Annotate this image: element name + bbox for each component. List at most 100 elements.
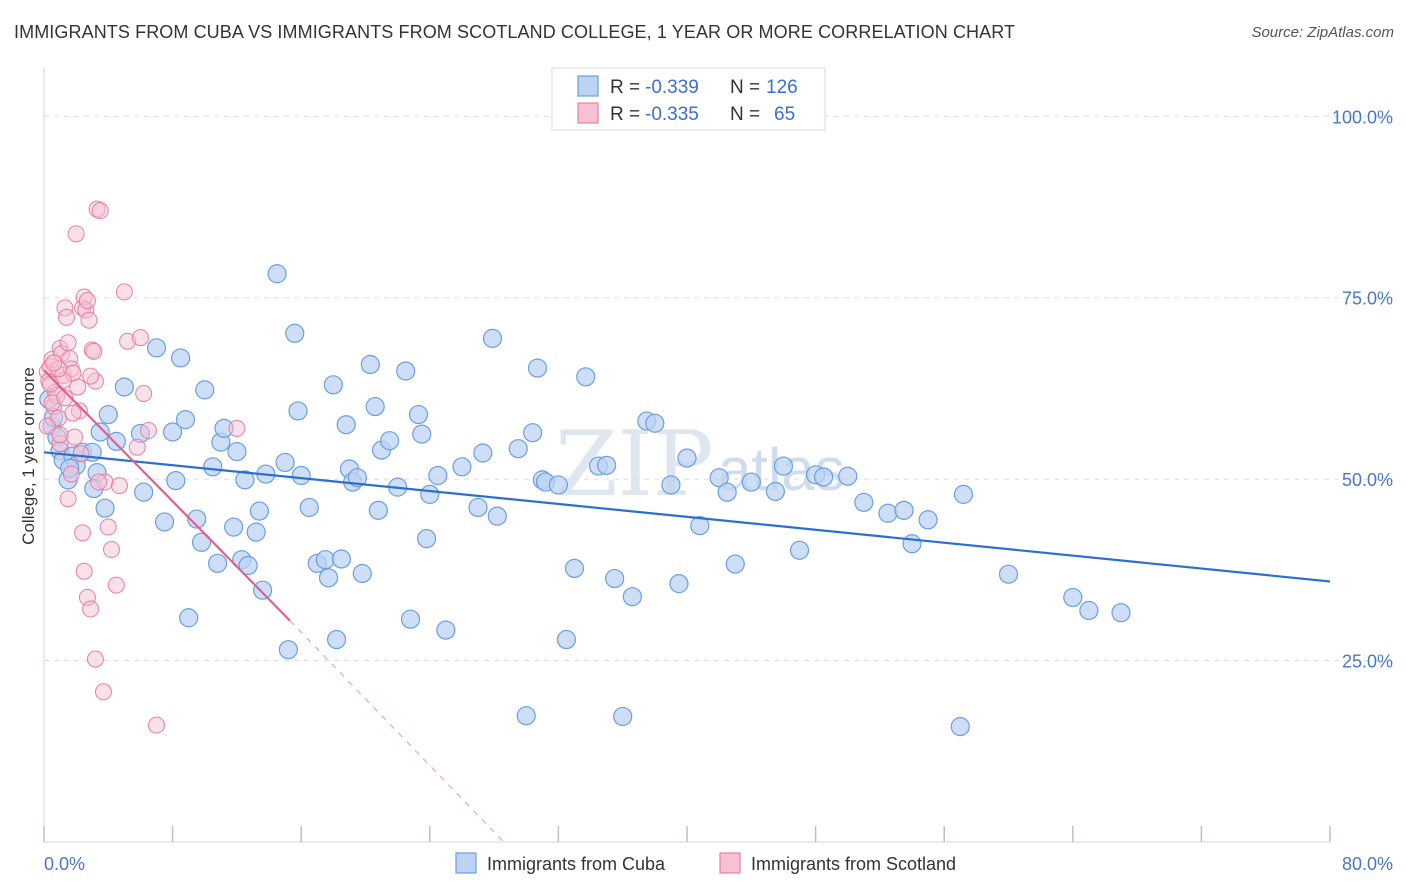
bottom-legend-label-cuba: Immigrants from Cuba — [487, 854, 666, 874]
data-point-cuba — [516, 706, 536, 726]
data-point-cuba — [878, 503, 898, 523]
data-point-cuba — [246, 522, 266, 542]
data-point-cuba — [360, 354, 380, 375]
legend-n-label-cuba: N = — [730, 77, 760, 98]
data-point-cuba — [1063, 587, 1083, 608]
data-point-cuba — [203, 457, 223, 477]
data-point-cuba — [814, 467, 834, 487]
data-point-cuba — [163, 422, 183, 442]
data-point-cuba — [98, 404, 118, 425]
legend-r-value-scotland: -0.335 — [645, 104, 699, 125]
data-point-cuba — [669, 574, 689, 594]
legend-n-label-scotland: N = — [730, 104, 760, 125]
data-point-cuba — [902, 534, 922, 554]
data-point-cuba — [326, 629, 347, 650]
data-point-cuba — [645, 413, 665, 433]
data-point-scotland — [67, 225, 85, 243]
data-point-cuba — [171, 348, 191, 368]
data-point-cuba — [336, 415, 356, 435]
data-point-scotland — [82, 367, 100, 385]
data-point-scotland — [128, 438, 146, 456]
data-point-cuba — [191, 532, 212, 552]
trend-line-scotland-extension — [289, 620, 505, 843]
data-point-cuba — [368, 500, 388, 520]
data-point-cuba — [195, 380, 215, 400]
data-point-scotland — [62, 465, 80, 483]
data-point-scotland — [64, 404, 82, 422]
data-point-scotland — [99, 518, 117, 536]
data-point-scotland — [94, 683, 112, 701]
data-point-scotland — [45, 354, 63, 372]
data-point-cuba — [288, 401, 308, 421]
data-point-scotland — [80, 311, 98, 329]
data-point-cuba — [224, 517, 244, 537]
data-point-cuba — [179, 608, 199, 628]
data-point-cuba — [765, 481, 786, 502]
legend-n-value-scotland: 65 — [774, 104, 795, 125]
data-point-scotland — [72, 445, 90, 463]
data-point-cuba — [278, 640, 298, 660]
data-point-cuba — [208, 553, 228, 573]
data-point-cuba — [661, 475, 681, 495]
x-tick-label: 0.0% — [44, 854, 85, 874]
data-point-cuba — [709, 468, 729, 488]
data-point-cuba — [838, 466, 858, 486]
data-point-cuba — [285, 323, 305, 343]
data-point-scotland — [75, 562, 93, 580]
y-tick-labels: 100.0% 75.0% 50.0% 25.0% — [1332, 107, 1393, 671]
data-point-cuba — [249, 501, 270, 521]
data-point-cuba — [998, 564, 1019, 584]
data-point-scotland — [135, 385, 153, 403]
data-point-cuba — [323, 375, 343, 395]
data-point-cuba — [564, 558, 585, 579]
data-point-cuba — [953, 484, 974, 504]
data-point-cuba — [741, 472, 761, 492]
series-scotland — [38, 200, 246, 734]
data-point-cuba — [950, 717, 970, 737]
data-point-cuba — [576, 367, 596, 387]
data-point-cuba — [275, 452, 295, 473]
data-point-cuba — [106, 431, 126, 452]
y-tick-label: 25.0% — [1342, 652, 1393, 672]
data-point-cuba — [1079, 600, 1099, 621]
data-point-cuba — [523, 423, 543, 443]
x-tick-labels: 0.0% 80.0% — [44, 854, 1393, 874]
data-point-scotland — [139, 422, 157, 440]
data-point-cuba — [253, 580, 273, 600]
data-point-cuba — [267, 264, 287, 284]
data-point-cuba — [95, 498, 115, 518]
data-point-scotland — [148, 716, 166, 734]
y-tick-label: 75.0% — [1342, 289, 1393, 309]
data-point-cuba — [613, 706, 633, 727]
data-point-cuba — [154, 512, 175, 532]
data-point-cuba — [487, 506, 507, 526]
data-point-cuba — [227, 441, 247, 462]
data-point-scotland — [66, 428, 84, 446]
chart-title: IMMIGRANTS FROM CUBA VS IMMIGRANTS FROM … — [14, 22, 1016, 42]
data-point-cuba — [597, 455, 617, 475]
data-point-cuba — [473, 443, 493, 463]
legend-r-label-scotland: R = — [610, 104, 640, 125]
y-tick-label: 50.0% — [1342, 470, 1393, 490]
data-point-scotland — [115, 283, 133, 301]
data-point-cuba — [556, 629, 577, 650]
data-point-scotland — [69, 378, 87, 396]
data-point-scotland — [38, 417, 56, 435]
y-tick-label: 100.0% — [1332, 107, 1393, 127]
data-point-scotland — [103, 541, 121, 559]
data-point-scotland — [228, 419, 246, 437]
data-point-cuba — [773, 456, 794, 476]
legend-r-value-cuba: -0.339 — [645, 77, 699, 98]
data-point-scotland — [85, 342, 103, 360]
data-point-cuba — [1111, 603, 1131, 623]
y-axis-label: College, 1 year or more — [19, 367, 38, 545]
legend-swatch-cuba — [577, 75, 599, 97]
data-point-cuba — [347, 468, 368, 488]
data-point-scotland — [82, 600, 100, 618]
data-point-cuba — [408, 404, 429, 425]
data-point-cuba — [854, 492, 874, 512]
data-point-scotland — [86, 650, 104, 668]
data-point-scotland — [78, 292, 96, 310]
source-credit: Source: ZipAtlas.com — [1251, 24, 1394, 41]
